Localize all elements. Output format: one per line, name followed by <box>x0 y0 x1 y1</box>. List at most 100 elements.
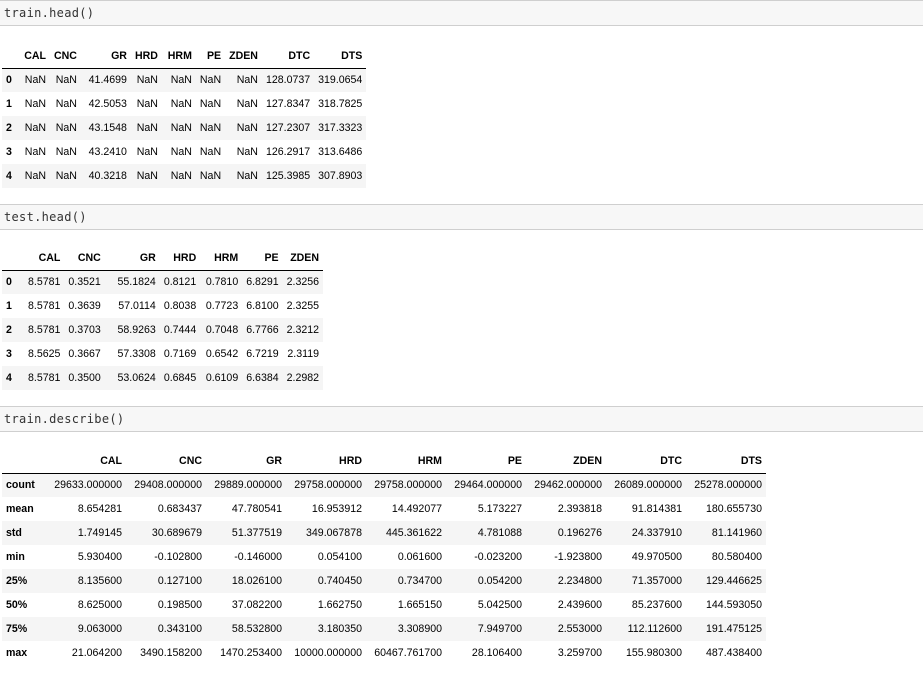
table-cell: 1.665150 <box>397 599 442 611</box>
table-cell: NaN <box>55 98 77 110</box>
table-row: 2 8.5781 0.3703 58.9263 0.7444 0.7048 6.7766 2.… <box>2 318 324 342</box>
table-cell: 0.6845 <box>163 372 197 384</box>
table-cell: 127.8347 <box>265 98 311 110</box>
table-cell: 445.361622 <box>386 527 442 539</box>
table-cell: 127.2307 <box>265 122 311 134</box>
table-cell: NaN <box>236 122 258 134</box>
row-index: 0 <box>6 276 12 289</box>
table-cell: 1.662750 <box>317 599 362 611</box>
table-cell: 41.4699 <box>88 74 127 87</box>
table-cell: 8.5781 <box>28 276 61 289</box>
table-row: 4 8.5781 0.3500 53.0624 0.6845 0.6109 6.6384 2.… <box>2 366 324 390</box>
table-cell: 5.173227 <box>477 503 522 515</box>
table-cell: 58.532800 <box>231 623 282 635</box>
table-cell: 487.438400 <box>706 647 762 659</box>
table-cell: 2.439600 <box>557 599 602 611</box>
table-row: max 21.064200 3490.158200 1470.253400 10000.… <box>2 641 766 665</box>
table-cell: 0.6542 <box>205 348 239 360</box>
table-row: std 1.749145 30.689679 51.377519 349.067878 4… <box>2 521 766 545</box>
table-cell: NaN <box>136 122 158 134</box>
table-cell: 6.8100 <box>246 300 279 312</box>
code-text: test.head() <box>4 210 87 224</box>
table-cell: 37.082200 <box>231 599 282 611</box>
column-header: ZDEN <box>282 246 324 271</box>
column-header: CAL <box>24 246 65 271</box>
table-row: count 29633.000000 29408.000000 29889.00000… <box>2 473 766 497</box>
column-header: PE <box>446 449 526 474</box>
table-cell: -1.923800 <box>554 551 602 563</box>
table-cell: 0.7169 <box>163 348 197 360</box>
dataframe-table: CAL CNC GR HRD HRM PE ZDEN DTC DTS count 29633.000… <box>2 449 766 665</box>
table-cell: NaN <box>136 98 158 110</box>
table-cell: 0.740450 <box>317 575 362 587</box>
row-index: 2 <box>6 324 12 336</box>
table-cell: 125.3985 <box>265 170 311 182</box>
table-row: 1 NaN NaN 42.5053 NaN NaN NaN NaN 127.8347 318.78… <box>2 92 367 116</box>
table-cell: 2.2982 <box>286 372 320 384</box>
table-cell: 85.237600 <box>631 599 682 611</box>
code-cell-input[interactable]: test.head() <box>0 204 923 230</box>
column-header: CNC <box>126 449 206 474</box>
table-cell: 3490.158200 <box>140 647 202 659</box>
row-index: 4 <box>6 170 12 182</box>
index-header <box>2 449 46 474</box>
table-cell: 0.054200 <box>477 575 522 587</box>
table-cell: NaN <box>24 98 46 110</box>
table-cell: 8.654281 <box>77 503 122 515</box>
table-cell: 112.112600 <box>627 623 682 635</box>
table-cell: 1470.253400 <box>220 647 282 659</box>
table-cell: 30.689679 <box>151 527 202 539</box>
table-row: 25% 8.135600 0.127100 18.026100 0.740450 0.73… <box>2 569 766 593</box>
table-cell: 29758.000000 <box>374 479 442 492</box>
column-header: HRM <box>366 449 446 474</box>
table-row: 0 8.5781 0.3521 55.1824 0.8121 0.7810 6.8291 2.… <box>2 270 324 294</box>
table-row: min 5.930400 -0.102800 -0.146000 0.054100 0.0… <box>2 545 766 569</box>
table-cell: 0.3521 <box>68 276 101 289</box>
table-cell: -0.023200 <box>474 551 522 563</box>
table-cell: NaN <box>199 122 222 134</box>
table-cell: 0.196276 <box>557 527 602 539</box>
table-cell: 24.337910 <box>631 527 682 539</box>
column-header: HRD <box>130 44 162 69</box>
code-cell-input[interactable]: train.describe() <box>0 406 923 432</box>
table-cell: 3.259700 <box>557 647 602 659</box>
table-row: mean 8.654281 0.683437 47.780541 16.953912 14… <box>2 497 766 521</box>
table-cell: 42.5053 <box>88 98 127 110</box>
table-cell: NaN <box>236 146 258 158</box>
table-cell: NaN <box>24 74 46 87</box>
table-cell: 51.377519 <box>231 527 282 539</box>
column-header: DTC <box>261 44 315 69</box>
column-header: GR <box>206 449 286 474</box>
table-cell: 2.3256 <box>286 276 320 289</box>
table-cell: NaN <box>236 98 258 110</box>
table-cell: 6.7219 <box>246 348 279 360</box>
table-cell: 144.593050 <box>706 599 762 611</box>
table-cell: 349.067878 <box>306 527 362 539</box>
row-index: std <box>6 527 22 539</box>
table-cell: 60467.761700 <box>374 647 442 659</box>
table-cell: 55.1824 <box>117 276 156 289</box>
table-cell: 317.3323 <box>318 122 363 134</box>
table-cell: 0.6109 <box>205 372 239 384</box>
table-cell: 53.0624 <box>117 372 156 384</box>
table-cell: 29464.000000 <box>454 479 522 492</box>
row-index: 1 <box>6 98 12 110</box>
table-cell: NaN <box>236 74 258 87</box>
table-cell: 81.141960 <box>711 527 762 539</box>
table-cell: 6.8291 <box>246 276 279 289</box>
column-header: ZDEN <box>225 44 262 69</box>
row-index: 0 <box>6 74 12 87</box>
output-area: CAL CNC GR HRD HRM PE ZDEN DTC DTS 0 NaN NaN 41.4699… <box>2 44 367 188</box>
table-cell: 0.054100 <box>317 551 362 563</box>
column-header: CAL <box>20 44 50 69</box>
table-cell: 8.5781 <box>28 324 61 336</box>
table-cell: 43.1548 <box>88 122 127 134</box>
table-cell: 14.492077 <box>391 503 442 515</box>
table-cell: 40.3218 <box>88 170 127 182</box>
table-cell: 26089.000000 <box>614 479 682 492</box>
row-index: 3 <box>6 146 12 158</box>
code-cell-input[interactable]: train.head() <box>0 0 923 26</box>
table-cell: 29889.000000 <box>214 479 282 492</box>
row-index: 2 <box>6 122 12 134</box>
table-row: 0 NaN NaN 41.4699 NaN NaN NaN NaN 128.0737 319.06… <box>2 68 367 92</box>
